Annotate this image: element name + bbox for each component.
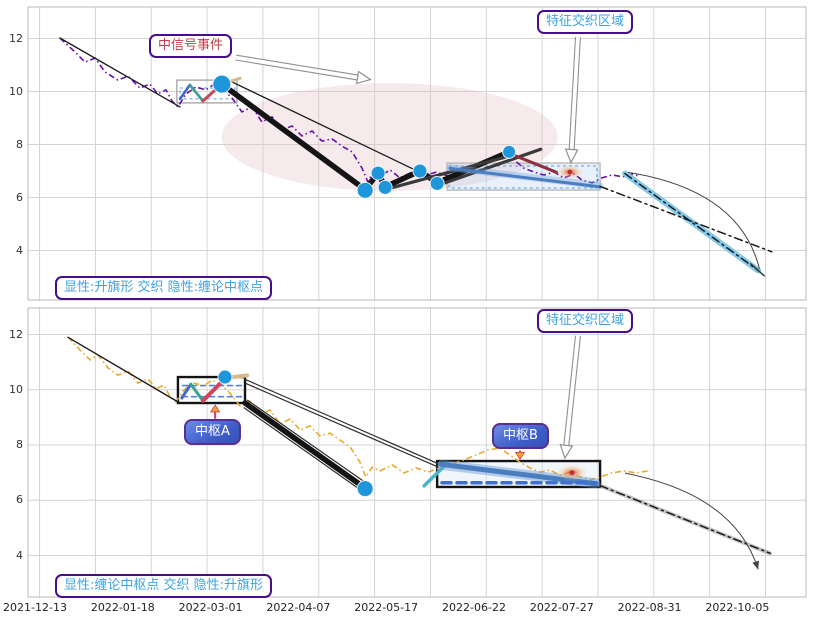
x-tick-label: 2022-07-27 <box>529 601 594 614</box>
y-tick-label: 12 <box>9 31 23 45</box>
y-tick-label: 4 <box>16 548 23 562</box>
caption-top-chart: 显性:升旗形 交织 隐性:缠论中枢点 <box>55 276 273 300</box>
overlay-trend-left <box>67 336 179 403</box>
overlay-channel-a-2 <box>243 407 364 493</box>
x-tick-label: 2021-12-13 <box>3 601 67 614</box>
fractal-point-marker <box>370 165 386 181</box>
x-tick-label: 2022-03-01 <box>178 601 243 614</box>
overlay-end-tick <box>749 263 765 277</box>
pivot-a-arrow-head <box>209 404 221 413</box>
price-purple-dashdot <box>59 37 641 184</box>
plot-border <box>27 307 807 598</box>
overlay-pattern-teal <box>189 382 205 403</box>
y-tick-label: 10 <box>9 382 23 396</box>
projection-arc <box>627 171 761 270</box>
overlay-dashdot-lower <box>599 185 773 253</box>
y-tick-label: 4 <box>16 243 23 257</box>
arc-arrowhead <box>752 560 760 570</box>
signal-event-label: 中信号事件 <box>149 34 233 58</box>
pivot-b-arrow-head <box>514 451 526 461</box>
x-tick-label: 2022-06-22 <box>442 601 506 614</box>
overlay-channel-b-2 <box>245 383 439 468</box>
overlay-feature-diag <box>448 166 602 189</box>
feature-zone-label-top: 特征交织区域 <box>537 10 634 34</box>
y-tick-label: 6 <box>16 493 23 507</box>
overlay-segment-thick <box>242 400 368 491</box>
y-tick-label: 6 <box>16 190 23 204</box>
overlay-segment-parallel-1 <box>383 153 515 192</box>
y-tick-label: 12 <box>9 327 23 341</box>
feature-zone-label-bottom: 特征交织区域 <box>537 309 634 333</box>
overlay-trend-left <box>59 37 181 108</box>
heat-spot-center <box>567 169 573 175</box>
y-tick-label: 10 <box>9 84 23 98</box>
outline-arrow-shaft-fill <box>564 335 580 446</box>
outline-arrow-head <box>355 70 372 85</box>
heat-spot-center <box>569 470 575 476</box>
overlay-channel-a-1 <box>246 399 368 485</box>
x-tick-label: 2022-05-17 <box>354 601 419 614</box>
x-tick-label: 2022-08-31 <box>617 601 682 614</box>
overlay-channel-b-1 <box>244 378 438 464</box>
outline-arrow-shaft-fill <box>569 37 580 150</box>
fractal-point-marker <box>217 369 233 385</box>
plot-border <box>27 6 807 301</box>
outline-arrow-head <box>564 148 579 164</box>
overlay-pattern-blue <box>180 382 193 400</box>
annotation-box <box>448 165 598 189</box>
x-tick-label: 2022-01-18 <box>90 601 155 614</box>
bottom-chart-panel <box>27 307 807 598</box>
overlay-pattern-blue <box>178 83 192 101</box>
fractal-point-marker <box>356 480 374 498</box>
annotation-box <box>176 375 247 405</box>
fractal-point-marker <box>377 179 393 195</box>
x-tick-label: 2022-04-07 <box>266 601 331 614</box>
fractal-point-marker <box>429 175 445 191</box>
annotation-box <box>176 79 238 104</box>
outline-arrow-shaft-fill <box>235 55 358 80</box>
projection-arc <box>624 472 759 570</box>
pivot-a-label: 中枢A <box>184 419 241 445</box>
price-orange-dashdot <box>67 336 648 481</box>
overlay-pattern-teal <box>188 83 205 103</box>
overlay-segment-parallel-2 <box>435 147 543 188</box>
caption-bottom-chart: 显性:缠论中枢点 交织 隐性:升旗形 <box>55 574 273 598</box>
fractal-point-marker <box>212 74 232 94</box>
fractal-point-marker <box>502 144 517 159</box>
overlay-teal-entry <box>422 461 449 488</box>
fractal-point-marker <box>412 163 428 179</box>
x-tick-label: 2022-10-05 <box>705 601 770 614</box>
overlay-trend-upper <box>227 79 416 171</box>
pivot-b-label: 中枢B <box>492 423 549 449</box>
outline-arrow-head <box>559 444 574 460</box>
y-tick-label: 8 <box>16 438 23 451</box>
overlay-dashdot-exit <box>599 484 771 555</box>
fractal-point-marker <box>356 181 374 199</box>
top-chart-panel <box>27 6 807 301</box>
y-tick-label: 8 <box>16 137 23 151</box>
